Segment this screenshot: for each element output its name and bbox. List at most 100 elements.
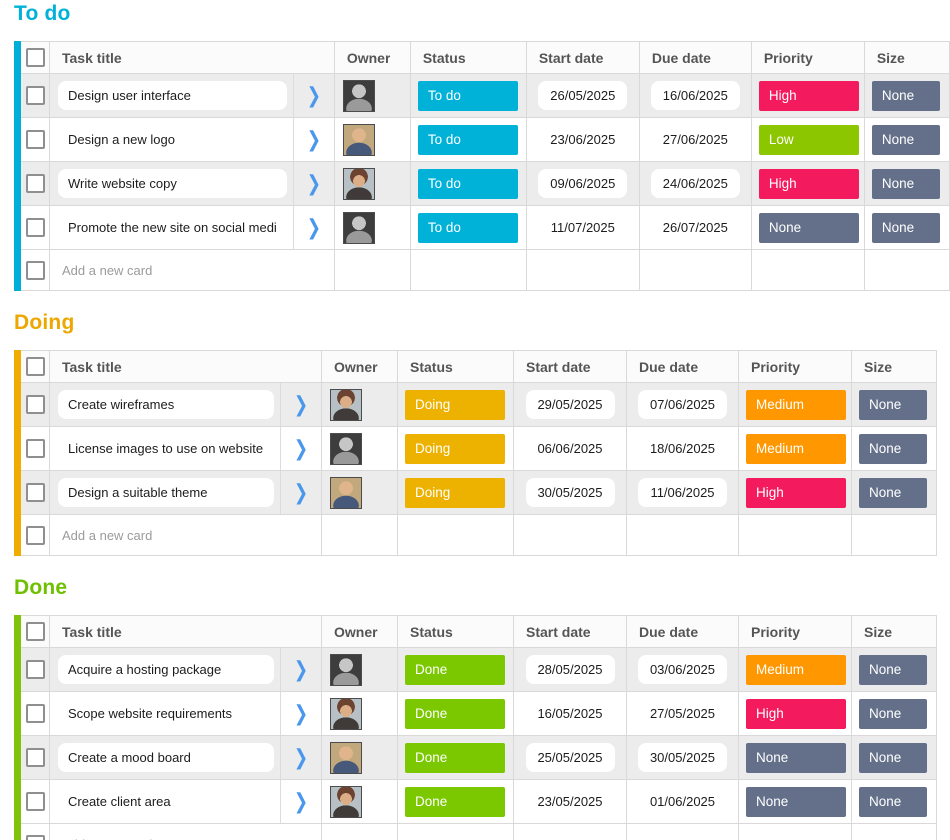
- size-chip[interactable]: None: [871, 80, 940, 111]
- owner-avatar[interactable]: [330, 785, 362, 818]
- due-date-input[interactable]: 27/06/2025: [650, 125, 740, 154]
- size-chip[interactable]: None: [859, 389, 927, 420]
- size-chip[interactable]: None: [859, 698, 927, 729]
- open-card-button[interactable]: ❯: [280, 780, 321, 823]
- row-checkbox[interactable]: [25, 218, 45, 237]
- owner-avatar[interactable]: [330, 697, 362, 730]
- size-chip[interactable]: None: [871, 124, 940, 155]
- open-card-button[interactable]: ❯: [280, 736, 321, 779]
- status-chip[interactable]: To do: [417, 212, 518, 243]
- priority-chip[interactable]: Medium: [746, 654, 846, 685]
- size-chip[interactable]: None: [859, 654, 927, 685]
- task-title-input[interactable]: Acquire a hosting package: [58, 655, 274, 684]
- open-card-button[interactable]: ❯: [280, 648, 321, 691]
- add-card-row[interactable]: Add a new card: [21, 250, 949, 291]
- status-chip[interactable]: Doing: [405, 389, 505, 420]
- owner-avatar[interactable]: [330, 388, 362, 421]
- priority-chip[interactable]: High: [746, 698, 846, 729]
- row-checkbox[interactable]: [25, 439, 45, 458]
- due-date-input[interactable]: 24/06/2025: [650, 169, 740, 198]
- task-title-input[interactable]: Create a mood board: [58, 743, 274, 772]
- task-title-input[interactable]: Promote the new site on social medi: [58, 213, 287, 242]
- task-title-input[interactable]: Create client area: [58, 787, 274, 816]
- add-card-placeholder[interactable]: Add a new card: [62, 527, 153, 543]
- open-card-button[interactable]: ❯: [280, 383, 321, 426]
- owner-avatar[interactable]: [342, 123, 375, 156]
- status-chip[interactable]: To do: [417, 124, 518, 155]
- priority-chip[interactable]: High: [758, 168, 859, 199]
- task-title-input[interactable]: Design user interface: [58, 81, 287, 110]
- owner-avatar[interactable]: [342, 79, 375, 112]
- row-checkbox[interactable]: [25, 174, 45, 193]
- add-card-placeholder[interactable]: Add a new card: [62, 262, 153, 278]
- row-checkbox[interactable]: [25, 130, 45, 149]
- owner-avatar[interactable]: [342, 211, 375, 244]
- select-all-checkbox[interactable]: [25, 357, 45, 376]
- size-chip[interactable]: None: [871, 212, 940, 243]
- size-chip[interactable]: None: [859, 477, 927, 508]
- owner-avatar[interactable]: [330, 741, 362, 774]
- row-checkbox[interactable]: [25, 86, 45, 105]
- status-chip[interactable]: Done: [405, 786, 505, 817]
- task-title-input[interactable]: Design a suitable theme: [58, 478, 274, 507]
- start-date-input[interactable]: 26/05/2025: [538, 81, 628, 110]
- due-date-input[interactable]: 18/06/2025: [638, 434, 727, 463]
- status-chip[interactable]: To do: [417, 80, 518, 111]
- priority-chip[interactable]: None: [746, 786, 846, 817]
- due-date-input[interactable]: 26/07/2025: [650, 213, 740, 242]
- open-card-button[interactable]: ❯: [292, 162, 334, 205]
- size-chip[interactable]: None: [859, 786, 927, 817]
- start-date-input[interactable]: 23/06/2025: [538, 125, 628, 154]
- start-date-input[interactable]: 11/07/2025: [538, 213, 628, 242]
- row-checkbox[interactable]: [25, 525, 45, 545]
- row-checkbox[interactable]: [25, 704, 45, 723]
- start-date-input[interactable]: 09/06/2025: [538, 169, 628, 198]
- due-date-input[interactable]: 11/06/2025: [638, 478, 727, 507]
- size-chip[interactable]: None: [871, 168, 940, 199]
- status-chip[interactable]: To do: [417, 168, 518, 199]
- priority-chip[interactable]: None: [746, 742, 846, 773]
- status-chip[interactable]: Done: [405, 654, 505, 685]
- task-title-input[interactable]: Scope website requirements: [58, 699, 274, 728]
- status-chip[interactable]: Done: [405, 698, 505, 729]
- add-card-placeholder[interactable]: Add a new card: [50, 837, 321, 840]
- owner-avatar[interactable]: [330, 653, 362, 686]
- status-chip[interactable]: Done: [405, 742, 505, 773]
- start-date-input[interactable]: 30/05/2025: [525, 478, 615, 507]
- priority-chip[interactable]: Low: [758, 124, 859, 155]
- priority-chip[interactable]: High: [746, 477, 846, 508]
- row-checkbox[interactable]: [25, 483, 45, 502]
- row-checkbox[interactable]: [25, 395, 45, 414]
- row-checkbox[interactable]: [25, 834, 45, 840]
- open-card-button[interactable]: ❯: [280, 692, 321, 735]
- start-date-input[interactable]: 25/05/2025: [525, 743, 615, 772]
- row-checkbox[interactable]: [25, 748, 45, 767]
- start-date-input[interactable]: 06/06/2025: [525, 434, 615, 463]
- due-date-input[interactable]: 07/06/2025: [638, 390, 727, 419]
- due-date-input[interactable]: 27/05/2025: [638, 699, 727, 728]
- add-card-row[interactable]: Add a new card: [21, 515, 936, 556]
- priority-chip[interactable]: High: [758, 80, 859, 111]
- open-card-button[interactable]: ❯: [292, 74, 334, 117]
- open-card-button[interactable]: ❯: [280, 427, 321, 470]
- start-date-input[interactable]: 23/05/2025: [525, 787, 615, 816]
- status-chip[interactable]: Doing: [405, 477, 505, 508]
- task-title-input[interactable]: License images to use on website: [58, 434, 274, 463]
- task-title-input[interactable]: Create wireframes: [58, 390, 274, 419]
- row-checkbox[interactable]: [25, 660, 45, 679]
- due-date-input[interactable]: 01/06/2025: [638, 787, 727, 816]
- row-checkbox[interactable]: [25, 260, 45, 280]
- due-date-input[interactable]: 30/05/2025: [638, 743, 727, 772]
- due-date-input[interactable]: 03/06/2025: [638, 655, 727, 684]
- row-checkbox[interactable]: [25, 792, 45, 811]
- owner-avatar[interactable]: [342, 167, 375, 200]
- size-chip[interactable]: None: [859, 433, 927, 464]
- due-date-input[interactable]: 16/06/2025: [650, 81, 740, 110]
- priority-chip[interactable]: Medium: [746, 389, 846, 420]
- task-title-input[interactable]: Design a new logo: [58, 125, 287, 154]
- open-card-button[interactable]: ❯: [280, 471, 321, 514]
- open-card-button[interactable]: ❯: [292, 118, 334, 161]
- owner-avatar[interactable]: [330, 432, 362, 465]
- open-card-button[interactable]: ❯: [292, 206, 334, 249]
- priority-chip[interactable]: Medium: [746, 433, 846, 464]
